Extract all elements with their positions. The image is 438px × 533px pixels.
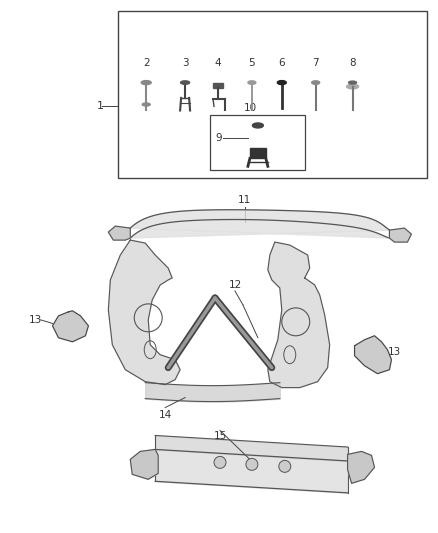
Text: 5: 5 (249, 58, 255, 68)
Polygon shape (108, 226, 130, 240)
Ellipse shape (141, 80, 151, 85)
Circle shape (279, 461, 291, 472)
Bar (210, 116, 305, 171)
Ellipse shape (349, 81, 357, 84)
Ellipse shape (248, 81, 256, 84)
Polygon shape (348, 451, 374, 483)
Text: 7: 7 (312, 58, 319, 68)
Text: 15: 15 (213, 432, 226, 441)
Text: 6: 6 (279, 58, 285, 68)
Text: 14: 14 (159, 409, 172, 419)
Circle shape (246, 458, 258, 470)
Bar (118, 11, 427, 178)
Text: 10: 10 (244, 103, 257, 114)
Text: 12: 12 (228, 280, 242, 290)
Bar (250, 148, 266, 158)
Polygon shape (53, 311, 88, 342)
Text: 2: 2 (143, 58, 149, 68)
Text: 8: 8 (349, 58, 356, 68)
Ellipse shape (312, 81, 320, 84)
Text: 1: 1 (96, 101, 103, 110)
Polygon shape (130, 210, 389, 238)
Ellipse shape (142, 103, 150, 106)
Polygon shape (268, 242, 330, 387)
Ellipse shape (252, 123, 263, 128)
Text: 9: 9 (215, 133, 222, 143)
Text: 3: 3 (182, 58, 188, 68)
Text: 13: 13 (28, 315, 42, 325)
Polygon shape (130, 449, 158, 479)
Polygon shape (389, 228, 411, 242)
Circle shape (214, 456, 226, 469)
Text: 11: 11 (238, 195, 251, 205)
Ellipse shape (346, 84, 359, 89)
Bar (213, 83, 223, 87)
Ellipse shape (180, 81, 190, 84)
Polygon shape (355, 336, 392, 374)
Polygon shape (108, 240, 180, 385)
Text: 13: 13 (388, 347, 401, 357)
Ellipse shape (277, 80, 286, 85)
Text: 4: 4 (215, 58, 221, 68)
